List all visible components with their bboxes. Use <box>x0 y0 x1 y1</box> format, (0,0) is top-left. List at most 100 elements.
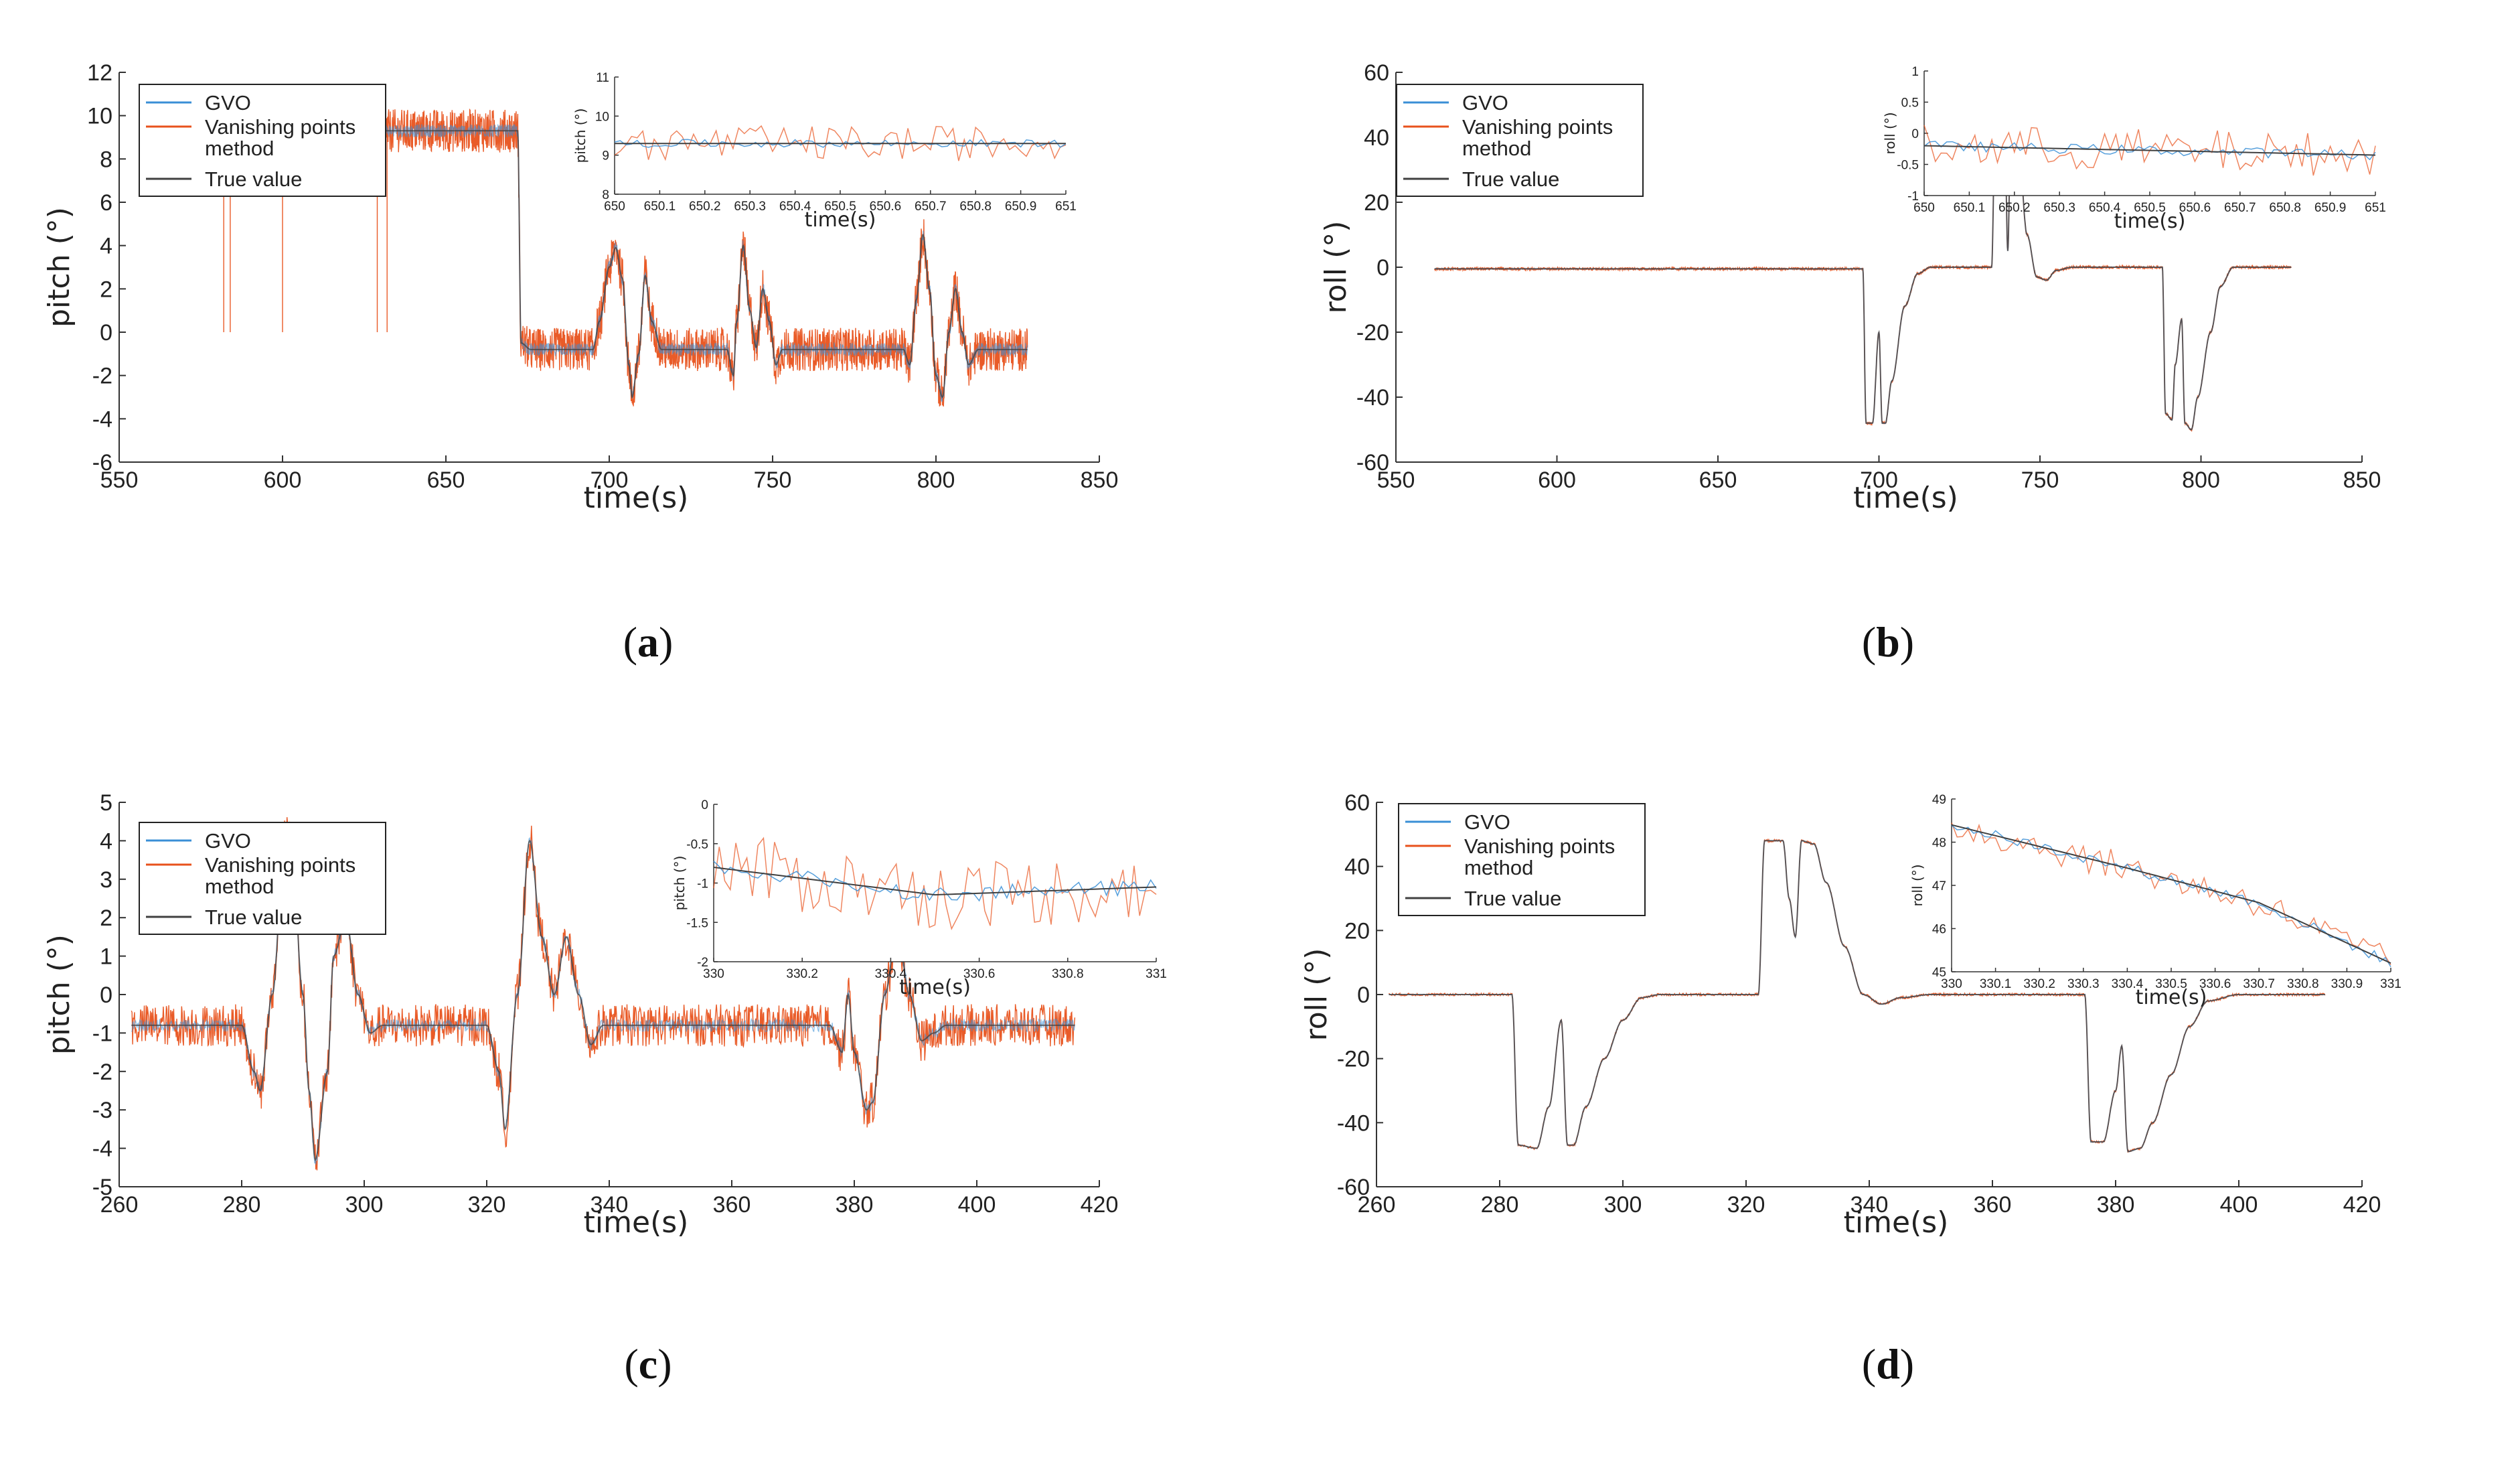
inset-x-tick-label: 650.2 <box>1998 201 2031 215</box>
x-tick-label: 850 <box>2343 467 2381 493</box>
inset-y-tick-label: 11 <box>596 71 609 85</box>
legend-true-label: True value <box>205 905 302 929</box>
y-tick-label: 5 <box>100 790 112 816</box>
y-tick-label: -60 <box>1337 1175 1370 1200</box>
legend-vanishing-label: Vanishing points <box>205 115 356 139</box>
x-tick-label: 380 <box>2097 1192 2135 1218</box>
chart-panel-c: 260 280 300 320 340 360 380 400 420-5-4-3-2-1012… <box>42 790 1167 1388</box>
panel-caption-letter: c <box>639 1340 657 1388</box>
inset-x-tick-label: 330.1 <box>1980 977 2012 991</box>
x-tick-label: 340 <box>590 1192 629 1218</box>
inset-y-axis-label: roll (°) <box>1909 864 1925 906</box>
y-tick-label: -2 <box>92 1060 112 1085</box>
legend-vanishing-label: Vanishing points <box>1462 115 1613 139</box>
inset-x-tick-label: 330.8 <box>2287 977 2319 991</box>
y-tick-label: 4 <box>100 234 112 259</box>
inset-x-tick-label: 651 <box>1055 200 1077 214</box>
panel-caption: (a) <box>623 618 674 666</box>
legend-gvo-label: GVO <box>1462 91 1508 115</box>
y-tick-label: 0 <box>1357 982 1370 1008</box>
y-tick-label: 20 <box>1364 190 1389 216</box>
x-tick-label: 420 <box>2343 1192 2381 1218</box>
inset-x-tick-label: 650.3 <box>734 200 766 214</box>
panel-caption: (c) <box>624 1340 672 1388</box>
inset-y-tick-label: 8 <box>602 188 609 202</box>
inset-y-tick-label: 0 <box>1911 127 1919 141</box>
inset-x-axis-label: time(s) <box>2136 986 2207 1009</box>
x-tick-label: 380 <box>836 1192 874 1218</box>
inset-chart: 650 650.1 650.2 650.3 650.4 650.5 650.6 650.7 65… <box>1882 65 2386 233</box>
inset-y-tick-label: 0 <box>701 798 708 812</box>
y-tick-label: 8 <box>100 147 112 172</box>
inset-y-tick-label: 47 <box>1932 879 1946 893</box>
y-axis-label: pitch (°) <box>42 934 76 1055</box>
inset-x-tick-label: 650.7 <box>915 200 947 214</box>
legend-vanishing-label-2: method <box>205 137 274 160</box>
y-tick-label: -2 <box>92 364 112 389</box>
x-tick-label: 700 <box>1860 467 1898 493</box>
inset-x-tick-label: 650.5 <box>2134 201 2166 215</box>
y-axis-label: pitch (°) <box>42 207 76 327</box>
x-tick-label: 280 <box>223 1192 261 1218</box>
y-tick-label: 4 <box>100 828 112 854</box>
inset-chart: 330 330.1 330.2 330.3 330.4 330.5 330.6 330.7 33… <box>1909 793 2401 1009</box>
inset-series-true-value <box>1923 145 2376 156</box>
series-true-value <box>1434 120 2292 431</box>
inset-x-tick-label: 330.3 <box>2067 977 2100 991</box>
inset-chart: 330 330.2 330.4 330.6 330.8 331 -2 -1.5 -1 -0.5 0 t… <box>672 798 1167 999</box>
inset-x-axis-label: time(s) <box>2114 210 2186 233</box>
inset-x-tick-label: 330.2 <box>2023 977 2055 991</box>
y-tick-label: 0 <box>100 320 112 346</box>
series-true-value <box>1389 840 2325 1153</box>
inset-x-tick-label: 330.4 <box>2112 977 2144 991</box>
inset-background <box>615 77 1066 194</box>
inset-x-tick-label: 650.7 <box>2224 201 2256 215</box>
inset-background <box>714 804 1156 962</box>
legend-vanishing-label-2: method <box>205 875 274 898</box>
x-tick-label: 320 <box>468 1192 506 1218</box>
x-tick-label: 260 <box>100 1192 139 1218</box>
inset-x-tick-label: 330.8 <box>1052 967 1084 981</box>
inset-y-tick-label: -0.5 <box>1897 159 1919 173</box>
y-tick-label: 12 <box>87 60 112 86</box>
legend-vanishing-label: Vanishing points <box>1464 834 1615 858</box>
x-tick-label: 700 <box>590 467 629 493</box>
inset-x-tick-label: 331 <box>1146 967 1167 981</box>
y-tick-label: -4 <box>92 1137 112 1162</box>
inset-x-tick-label: 650.2 <box>689 200 721 214</box>
inset-y-tick-label: -1 <box>697 877 708 891</box>
panel-caption: (b) <box>1862 618 1914 666</box>
y-tick-label: -40 <box>1356 385 1389 411</box>
inset-y-axis-label: pitch (°) <box>572 108 588 163</box>
x-tick-label: 360 <box>1974 1192 2012 1218</box>
inset-background <box>1924 71 2375 196</box>
y-tick-label: 2 <box>100 905 112 931</box>
x-tick-label: 300 <box>345 1192 384 1218</box>
x-axis-label: time(s) <box>1844 1206 1949 1240</box>
y-tick-label: 1 <box>100 944 112 970</box>
y-tick-label: 40 <box>1344 855 1370 880</box>
inset-series-true-value <box>1951 824 2391 964</box>
y-tick-label: 3 <box>100 867 112 893</box>
inset-x-tick-label: 650.1 <box>1954 201 1986 215</box>
inset-y-tick-label: 0.5 <box>1901 96 1919 111</box>
inset-x-tick-label: 330 <box>703 967 724 981</box>
x-tick-label: 550 <box>1377 467 1415 493</box>
y-tick-label: -20 <box>1337 1047 1370 1072</box>
x-tick-label: 420 <box>1081 1192 1119 1218</box>
x-tick-label: 340 <box>1850 1192 1889 1218</box>
x-tick-label: 320 <box>1727 1192 1765 1218</box>
legend-vanishing-label-2: method <box>1462 137 1531 160</box>
y-tick-label: -1 <box>92 1021 112 1046</box>
y-tick-label: -5 <box>92 1175 112 1200</box>
inset-y-tick-label: 48 <box>1932 836 1946 851</box>
inset-y-tick-label: -1.5 <box>686 916 708 930</box>
inset-x-tick-label: 330 <box>1941 977 1962 991</box>
legend-vanishing-label: Vanishing points <box>205 853 356 877</box>
x-tick-label: 400 <box>958 1192 996 1218</box>
inset-x-tick-label: 650.8 <box>2269 201 2301 215</box>
inset-series-true-value <box>713 867 1157 896</box>
inset-x-tick-label: 330.5 <box>2155 977 2187 991</box>
